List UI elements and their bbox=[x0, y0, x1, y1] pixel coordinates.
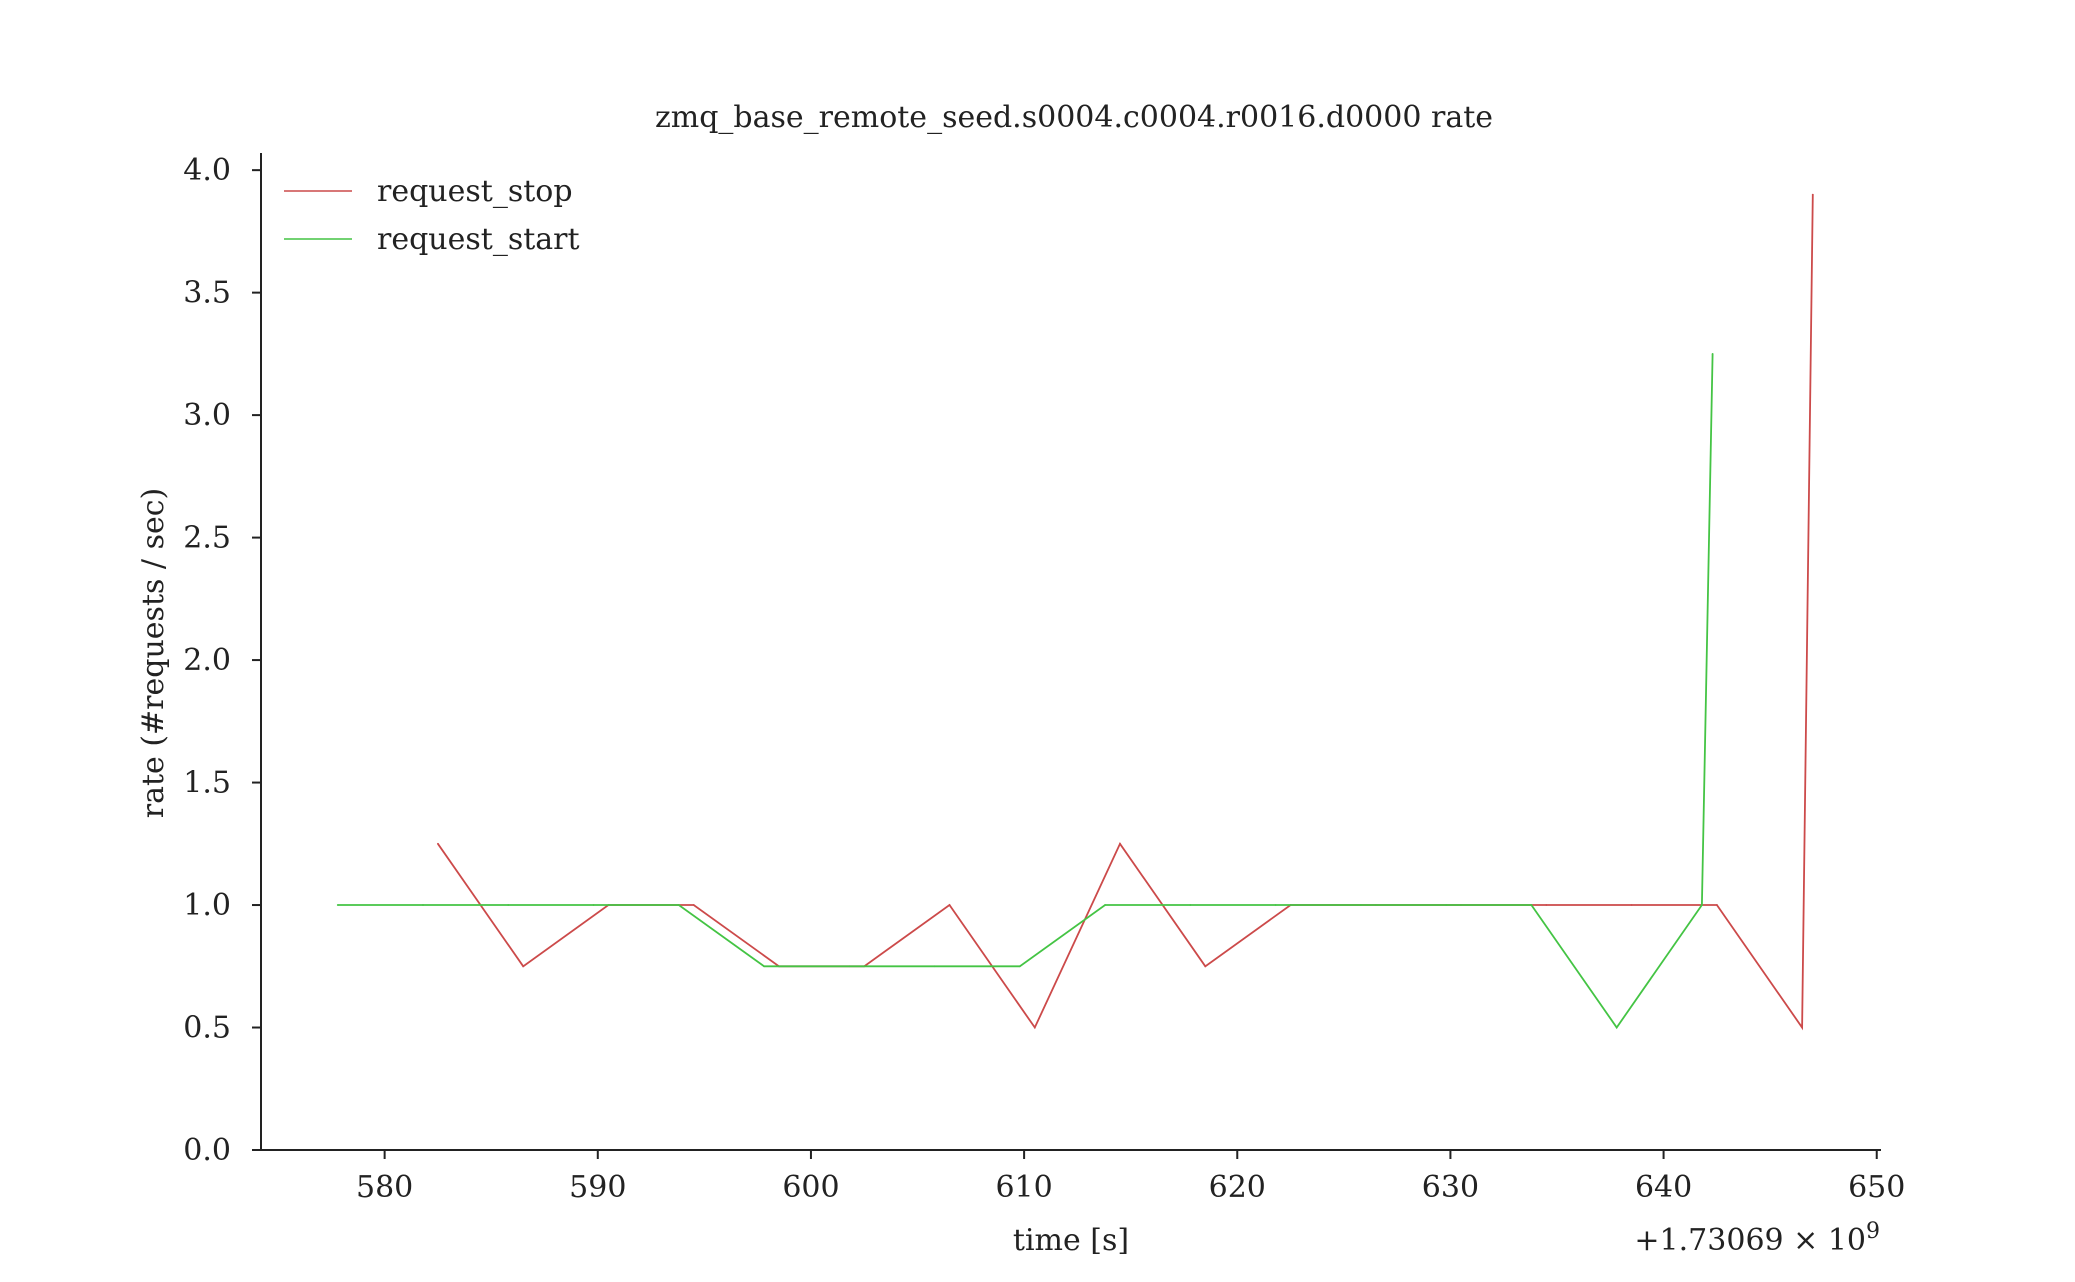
y-tick-label: 3.5 bbox=[183, 276, 231, 311]
series-line-request-start bbox=[337, 353, 1714, 1030]
y-tick-label: 3.0 bbox=[183, 398, 231, 433]
legend-label-request-start: request_start bbox=[377, 222, 580, 257]
legend: request_stop request_start bbox=[284, 174, 580, 257]
data-point bbox=[1715, 904, 1718, 906]
series-line-request-stop bbox=[437, 194, 1814, 1031]
y-tick-label: 0.5 bbox=[183, 1011, 231, 1046]
y-tick-label: 0.0 bbox=[183, 1133, 231, 1168]
x-tick-label: 580 bbox=[356, 1170, 413, 1205]
data-point bbox=[592, 904, 595, 906]
data-point bbox=[1711, 352, 1714, 355]
data-point bbox=[1801, 1026, 1804, 1029]
chart-title: zmq_base_remote_seed.s0004.c0004.r0016.d… bbox=[655, 100, 1493, 135]
data-point bbox=[763, 965, 765, 968]
y-tick-label: 1.0 bbox=[183, 888, 231, 923]
data-point bbox=[1274, 904, 1277, 906]
x-ticks: 580 590 600 610 620 630 640 650 bbox=[356, 1150, 1905, 1205]
x-tick-label: 590 bbox=[569, 1170, 626, 1205]
data-point bbox=[1033, 1026, 1036, 1029]
y-tick-label: 2.5 bbox=[183, 521, 231, 556]
y-ticks: 0.0 0.5 1.0 1.5 2.0 2.5 3.0 3.5 4.0 bbox=[183, 153, 261, 1168]
x-offset-label: +1.73069 × 109 bbox=[1634, 1219, 1880, 1258]
data-point bbox=[1701, 904, 1703, 906]
data-point bbox=[1204, 965, 1207, 968]
x-tick-label: 600 bbox=[782, 1170, 839, 1205]
legend-label-request-stop: request_stop bbox=[377, 174, 573, 209]
data-point bbox=[1104, 904, 1107, 906]
y-tick-label: 4.0 bbox=[183, 153, 231, 188]
data-point bbox=[1615, 1026, 1618, 1029]
data-point bbox=[1189, 904, 1192, 906]
data-point bbox=[422, 904, 424, 906]
x-tick-label: 610 bbox=[995, 1170, 1052, 1205]
data-point bbox=[522, 965, 525, 968]
data-point bbox=[1445, 904, 1448, 906]
data-point bbox=[507, 904, 510, 906]
x-axis-label: time [s] bbox=[1013, 1223, 1129, 1258]
data-point bbox=[1018, 965, 1021, 968]
data-point bbox=[437, 842, 439, 845]
x-tick-label: 650 bbox=[1848, 1170, 1905, 1205]
data-point bbox=[1630, 904, 1633, 906]
data-point bbox=[1359, 904, 1362, 906]
data-point bbox=[677, 904, 680, 906]
y-tick-label: 2.0 bbox=[183, 643, 231, 678]
plot-axes bbox=[260, 153, 1881, 1151]
data-point bbox=[336, 904, 339, 906]
x-tick-label: 640 bbox=[1635, 1170, 1692, 1205]
data-point bbox=[948, 904, 951, 906]
x-offset-mantissa: +1.73069 × 10 bbox=[1634, 1223, 1866, 1258]
data-point bbox=[1811, 193, 1814, 196]
series-lines bbox=[336, 193, 1814, 1031]
data-point bbox=[1119, 842, 1121, 845]
y-axis-label: rate (#requests / sec) bbox=[136, 488, 171, 818]
data-point bbox=[692, 904, 695, 906]
data-point bbox=[1530, 904, 1533, 906]
data-point bbox=[1545, 904, 1548, 906]
y-tick-label: 1.5 bbox=[183, 766, 231, 801]
data-point bbox=[848, 965, 851, 968]
data-point bbox=[933, 965, 936, 968]
x-tick-label: 620 bbox=[1209, 1170, 1266, 1205]
x-offset-exponent: 9 bbox=[1866, 1219, 1880, 1244]
x-tick-label: 630 bbox=[1422, 1170, 1479, 1205]
